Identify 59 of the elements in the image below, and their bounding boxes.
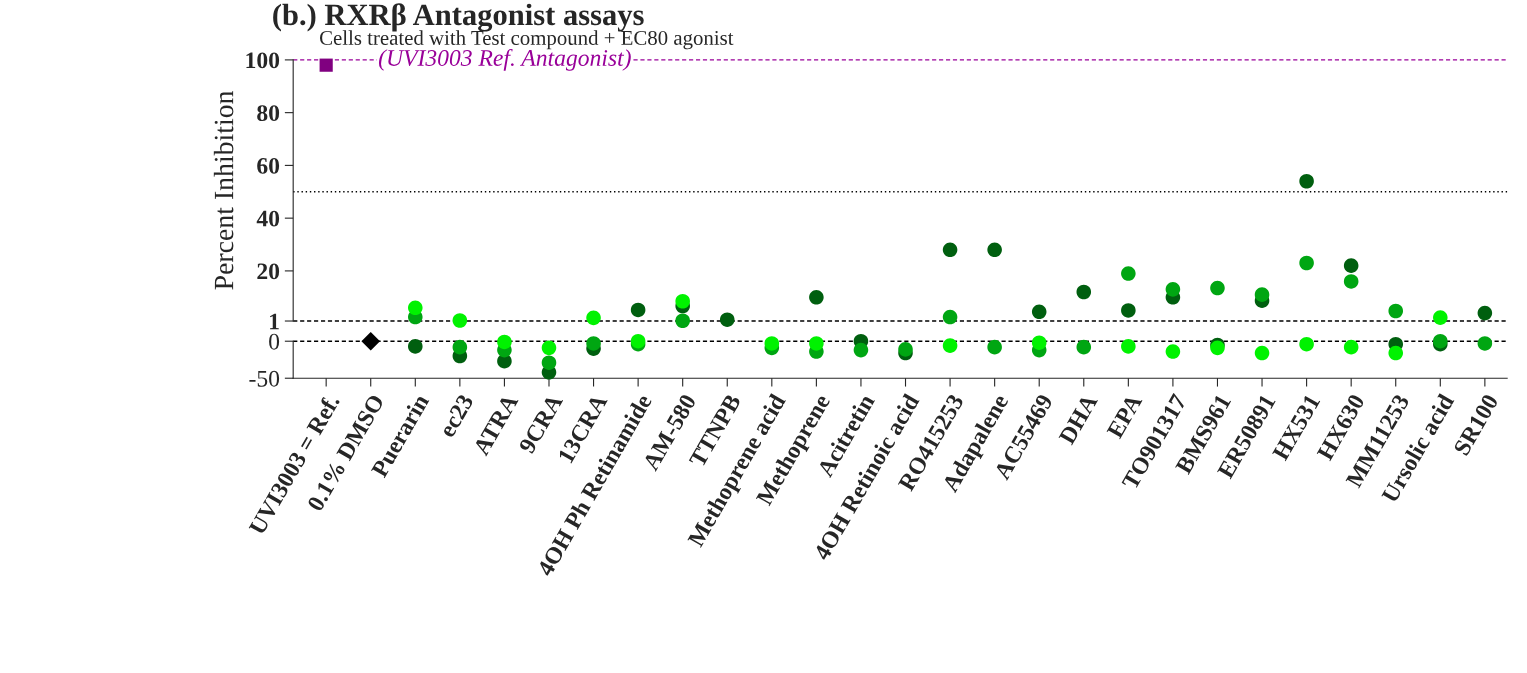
point bbox=[675, 313, 690, 329]
point bbox=[1388, 345, 1404, 361]
point bbox=[541, 340, 557, 356]
point bbox=[987, 242, 1002, 258]
point bbox=[1433, 310, 1448, 325]
point bbox=[497, 334, 512, 350]
y-tick-label: 60 bbox=[257, 157, 280, 174]
point bbox=[1121, 266, 1136, 281]
point bbox=[1343, 339, 1359, 355]
point bbox=[1031, 304, 1047, 320]
ref-line-label: (UVI3003 Ref. Antagonist) bbox=[378, 49, 631, 71]
point bbox=[987, 339, 1002, 355]
point bbox=[675, 293, 690, 309]
y-tick-label: 20 bbox=[257, 263, 280, 280]
point bbox=[586, 336, 601, 351]
point bbox=[853, 342, 869, 358]
point bbox=[1343, 258, 1359, 273]
point bbox=[1343, 274, 1359, 289]
point bbox=[630, 302, 646, 318]
point bbox=[1076, 339, 1092, 355]
point bbox=[452, 339, 468, 355]
point bbox=[408, 300, 423, 316]
point bbox=[1121, 303, 1136, 318]
point bbox=[1388, 303, 1404, 319]
point bbox=[809, 336, 824, 351]
point bbox=[1031, 335, 1047, 350]
point bbox=[586, 310, 601, 326]
point bbox=[361, 331, 381, 351]
point bbox=[764, 336, 780, 351]
point bbox=[452, 313, 468, 328]
point bbox=[942, 338, 958, 353]
point bbox=[942, 242, 958, 258]
point bbox=[319, 58, 333, 72]
point bbox=[942, 309, 958, 325]
y-tick-label: 100 bbox=[246, 52, 280, 69]
point bbox=[898, 342, 913, 357]
y-axis-title: Percent Inhibition bbox=[213, 90, 234, 290]
y-tick-label: 80 bbox=[257, 105, 280, 122]
point bbox=[1121, 339, 1136, 354]
point bbox=[1254, 287, 1270, 302]
y-tick-label: 0 bbox=[269, 333, 280, 350]
point bbox=[408, 339, 423, 354]
point bbox=[1477, 336, 1493, 351]
point bbox=[719, 312, 735, 327]
point bbox=[1299, 255, 1314, 271]
y-tick-label: -50 bbox=[249, 370, 280, 387]
point bbox=[541, 355, 557, 370]
chart-title: (b.) RXRβ Antagonist assays bbox=[273, 3, 644, 32]
y-tick-label: 40 bbox=[256, 210, 280, 227]
y-tick-label: 1 bbox=[270, 313, 279, 330]
point bbox=[1299, 173, 1314, 189]
point bbox=[1254, 345, 1270, 361]
point bbox=[1076, 284, 1092, 300]
point bbox=[1165, 282, 1181, 297]
point bbox=[1299, 336, 1314, 352]
point bbox=[1210, 280, 1225, 296]
point bbox=[809, 290, 824, 305]
point bbox=[1477, 305, 1493, 321]
point bbox=[1165, 344, 1181, 359]
